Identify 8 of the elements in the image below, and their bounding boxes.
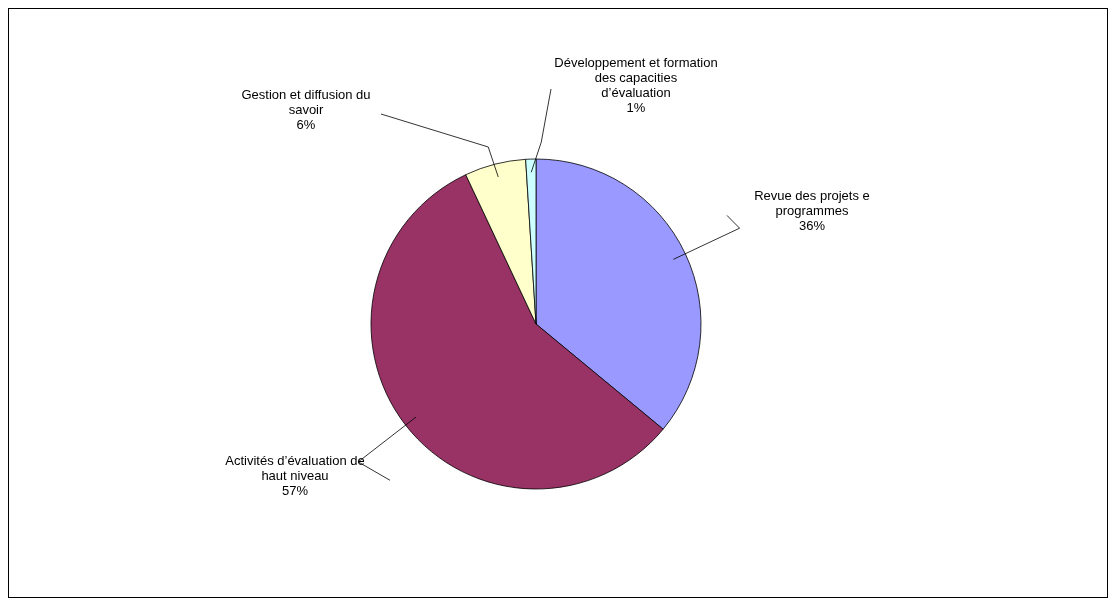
slice-label: Revue des projets e programmes bbox=[754, 188, 870, 219]
data-label: 1% bbox=[626, 99, 646, 115]
slice-label: Développement et formation des capacities d’évaluation bbox=[554, 54, 718, 100]
slice-label: Activités d’évaluation de haut niveau bbox=[225, 453, 365, 484]
slice-label: Gestion et diffusion du savoir bbox=[241, 87, 371, 117]
data-label: 36% bbox=[798, 218, 826, 234]
data-label: 6% bbox=[296, 117, 316, 132]
data-label: 57% bbox=[281, 483, 309, 499]
